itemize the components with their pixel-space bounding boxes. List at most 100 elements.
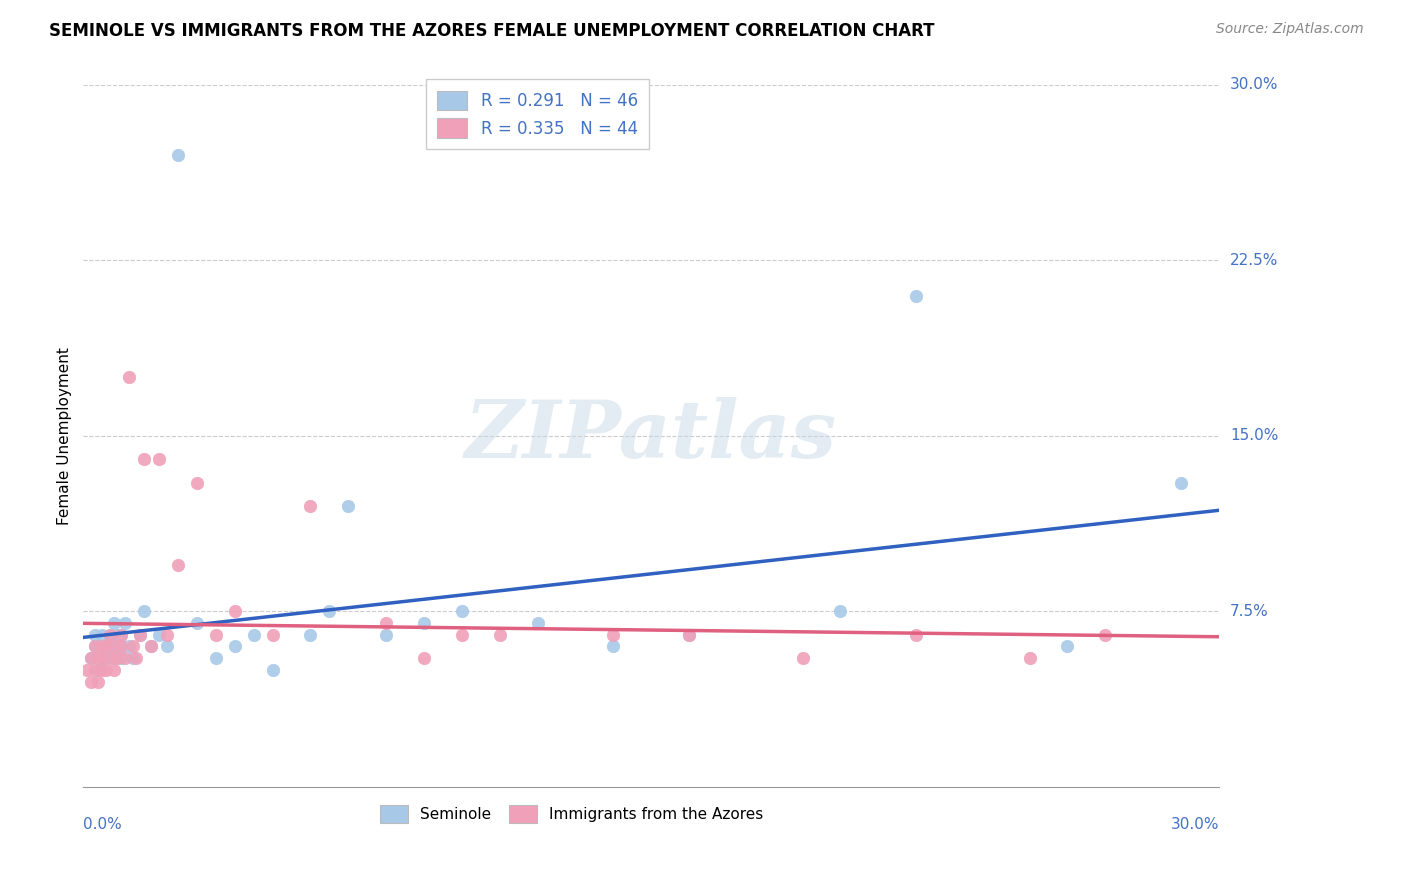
Point <box>91 663 114 677</box>
Point <box>186 616 208 631</box>
Point <box>413 616 436 631</box>
Text: 22.5%: 22.5% <box>1230 253 1278 268</box>
Point <box>98 651 121 665</box>
Point <box>375 616 398 631</box>
Point <box>98 628 121 642</box>
Legend: Seminole, Immigrants from the Azores: Seminole, Immigrants from the Azores <box>371 796 772 832</box>
Point <box>110 640 132 654</box>
Text: SEMINOLE VS IMMIGRANTS FROM THE AZORES FEMALE UNEMPLOYMENT CORRELATION CHART: SEMINOLE VS IMMIGRANTS FROM THE AZORES F… <box>49 22 935 40</box>
Point <box>204 628 226 642</box>
Point <box>1056 640 1078 654</box>
Point <box>155 628 177 642</box>
Point <box>105 628 128 642</box>
Point <box>224 604 246 618</box>
Point <box>121 651 143 665</box>
Point <box>299 628 322 642</box>
Point <box>83 628 105 642</box>
Point <box>105 651 128 665</box>
Point <box>91 640 114 654</box>
Point <box>204 651 226 665</box>
Point <box>87 663 110 677</box>
Y-axis label: Female Unemployment: Female Unemployment <box>58 347 72 524</box>
Point <box>94 651 117 665</box>
Point <box>141 640 163 654</box>
Point <box>262 663 284 677</box>
Point <box>242 628 264 642</box>
Point <box>129 628 152 642</box>
Point <box>792 651 814 665</box>
Point <box>678 628 700 642</box>
Text: 15.0%: 15.0% <box>1230 428 1278 443</box>
Point <box>318 604 340 618</box>
Point <box>114 616 136 631</box>
Point <box>103 663 125 677</box>
Point <box>132 604 155 618</box>
Text: 30.0%: 30.0% <box>1230 78 1278 93</box>
Point <box>186 475 208 490</box>
Point <box>110 651 132 665</box>
Text: Source: ZipAtlas.com: Source: ZipAtlas.com <box>1216 22 1364 37</box>
Point <box>450 628 472 642</box>
Point <box>87 674 110 689</box>
Point <box>121 640 143 654</box>
Point <box>224 640 246 654</box>
Text: ZIPatlas: ZIPatlas <box>465 397 837 475</box>
Point <box>91 640 114 654</box>
Point <box>337 499 360 513</box>
Point <box>98 640 121 654</box>
Point <box>1170 475 1192 490</box>
Point <box>103 616 125 631</box>
Point <box>91 651 114 665</box>
Point <box>1094 628 1116 642</box>
Point <box>132 452 155 467</box>
Point <box>76 663 98 677</box>
Point <box>94 640 117 654</box>
Point <box>125 651 148 665</box>
Text: 7.5%: 7.5% <box>1230 604 1268 619</box>
Point <box>262 628 284 642</box>
Point <box>110 628 132 642</box>
Point <box>678 628 700 642</box>
Point <box>148 452 170 467</box>
Point <box>1018 651 1040 665</box>
Text: 30.0%: 30.0% <box>1170 817 1219 832</box>
Point <box>87 651 110 665</box>
Point <box>91 628 114 642</box>
Point <box>167 558 190 572</box>
Point <box>129 628 152 642</box>
Point <box>141 640 163 654</box>
Point <box>94 663 117 677</box>
Point <box>83 640 105 654</box>
Point <box>905 628 928 642</box>
Point <box>299 499 322 513</box>
Point <box>450 604 472 618</box>
Point <box>602 640 624 654</box>
Point <box>83 640 105 654</box>
Point <box>118 370 141 384</box>
Point <box>155 640 177 654</box>
Point <box>118 640 141 654</box>
Text: 0.0%: 0.0% <box>83 817 122 832</box>
Point <box>80 651 103 665</box>
Point <box>98 628 121 642</box>
Point <box>105 640 128 654</box>
Point <box>80 651 103 665</box>
Point <box>103 651 125 665</box>
Point <box>110 628 132 642</box>
Point <box>94 640 117 654</box>
Point <box>375 628 398 642</box>
Point <box>83 663 105 677</box>
Point <box>91 651 114 665</box>
Point <box>110 640 132 654</box>
Point <box>602 628 624 642</box>
Point <box>103 640 125 654</box>
Point <box>413 651 436 665</box>
Point <box>80 674 103 689</box>
Point <box>167 148 190 162</box>
Point <box>526 616 548 631</box>
Point <box>148 628 170 642</box>
Point <box>905 288 928 302</box>
Point <box>488 628 510 642</box>
Point <box>114 651 136 665</box>
Point <box>87 640 110 654</box>
